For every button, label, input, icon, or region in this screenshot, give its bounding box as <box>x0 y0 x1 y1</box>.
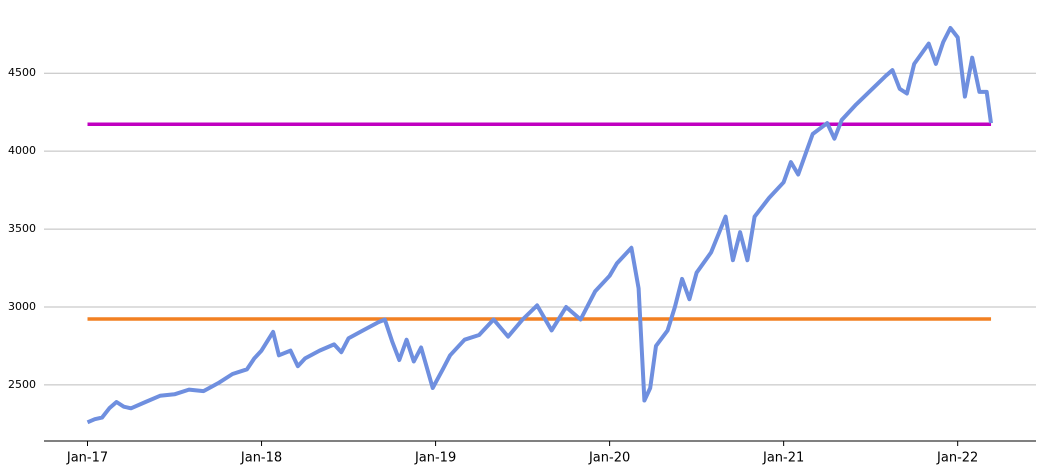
x-tick-label: Jan-17 <box>66 451 108 466</box>
x-tick-label: Jan-21 <box>762 451 804 466</box>
y-tick-label: 4500 <box>8 66 36 79</box>
y-tick-label: 2500 <box>8 378 36 391</box>
y-tick-label: 3500 <box>8 222 36 235</box>
x-tick-label: Jan-19 <box>414 451 456 466</box>
line-series <box>86 26 993 425</box>
y-tick-label: 4000 <box>8 144 36 157</box>
x-tick-label: Jan-20 <box>588 451 630 466</box>
x-tick-label: Jan-22 <box>936 451 978 466</box>
y-tick-label: 3000 <box>8 300 36 313</box>
x-tick-label: Jan-18 <box>240 451 282 466</box>
